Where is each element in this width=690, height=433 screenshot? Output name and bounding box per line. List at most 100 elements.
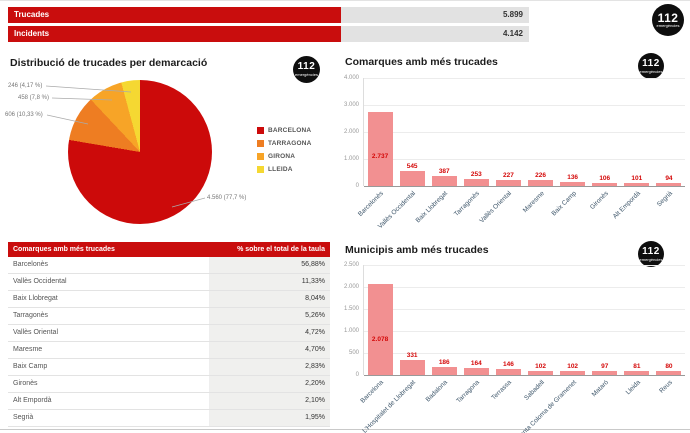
bar[interactable] <box>560 182 586 186</box>
logo-caption: emergències <box>656 22 680 28</box>
legend-item-girona[interactable]: GIRONA <box>257 153 312 160</box>
legend-label: BARCELONA <box>268 127 312 134</box>
comarques-chart-title: Comarques amb més trucades <box>345 56 498 68</box>
table-row: Vallès Oriental 4,72% <box>8 325 330 342</box>
pie-callout-tarragona: 606 (10,33 %) <box>5 112 43 118</box>
bar[interactable] <box>399 171 425 186</box>
gridline <box>364 131 685 133</box>
gridline <box>364 104 685 106</box>
table-row: Baix Camp 2,83% <box>8 359 330 376</box>
logo-caption: emergències <box>295 72 318 77</box>
legend-swatch <box>257 153 264 160</box>
pie-callout-barcelona: 4.560 (77,7 %) <box>207 195 247 201</box>
bar-value-label: 331 <box>406 352 418 360</box>
legend-item-tarragona[interactable]: TARRAGONA <box>257 140 312 147</box>
pie-section-title: Distribució de trucades per demarcació <box>10 57 208 69</box>
legend-label: TARRAGONA <box>268 140 312 147</box>
table-cell-percent: 5,26% <box>210 308 330 324</box>
bar[interactable] <box>399 360 425 375</box>
legend-label: LLEIDA <box>268 166 293 173</box>
table-cell-percent: 2,83% <box>210 359 330 375</box>
bar-value-label: 80 <box>665 363 673 371</box>
table-row: Tarragonès 5,26% <box>8 308 330 325</box>
stat-label-incidents: Incidents <box>8 26 341 42</box>
stat-value-incidents: 4.142 <box>341 26 529 42</box>
table-row: Baix Llobregat 8,04% <box>8 291 330 308</box>
bar-value-label: 136 <box>567 174 579 182</box>
gridline <box>364 77 685 79</box>
bar-value-label: 545 <box>406 163 418 171</box>
logo-number: 112 <box>642 57 660 69</box>
bar[interactable] <box>624 371 650 375</box>
table-row: Barcelonès 56,88% <box>8 257 330 274</box>
stat-label-trucades: Trucades <box>8 7 341 23</box>
comarques-table: Comarques amb més trucades % sobre el to… <box>8 242 330 427</box>
demarcacio-pie-chart[interactable] <box>68 80 212 224</box>
bar[interactable] <box>560 370 586 375</box>
bar[interactable] <box>528 370 554 375</box>
table-row: Maresme 4,70% <box>8 342 330 359</box>
bar[interactable] <box>656 183 682 186</box>
bar[interactable] <box>367 283 393 375</box>
legend-swatch <box>257 127 264 134</box>
table-row: Alt Empordà 2,10% <box>8 393 330 410</box>
bar-value-label: 2.737 <box>371 153 389 161</box>
bar[interactable] <box>495 179 521 186</box>
municipis-chart-title: Municipis amb més trucades <box>345 244 489 256</box>
bar[interactable] <box>495 368 521 375</box>
bar-value-label: 227 <box>503 171 514 179</box>
table-row: Vallès Occidental 11,33% <box>8 274 330 291</box>
bar-value-label: 102 <box>535 362 546 370</box>
bar-value-label: 94 <box>665 175 673 183</box>
bar[interactable] <box>431 175 457 186</box>
bottom-divider <box>0 429 690 430</box>
table-body: Barcelonès 56,88% Vallès Occidental 11,33% B… <box>8 257 330 427</box>
legend-item-barcelona[interactable]: BARCELONA <box>257 127 312 134</box>
table-cell-percent: 11,33% <box>210 274 330 290</box>
y-tick-label: 1.000 <box>343 328 359 334</box>
logo-number: 112 <box>642 245 660 257</box>
gridline <box>364 352 685 354</box>
table-header-comarques: Comarques amb més trucades <box>13 246 115 253</box>
bar-value-label: 106 <box>599 175 611 183</box>
table-cell-percent: 56,88% <box>210 257 330 273</box>
table-cell-comarca: Vallès Occidental <box>8 274 210 290</box>
y-tick-label: 2.000 <box>343 284 359 290</box>
bar-value-label: 101 <box>631 175 643 183</box>
y-tick-label: 3.000 <box>343 102 359 108</box>
emergencies-112-logo: 112 emergències <box>638 53 664 79</box>
table-cell-comarca: Maresme <box>8 342 210 358</box>
bar[interactable] <box>624 183 650 186</box>
bar-value-label: 81 <box>633 363 641 371</box>
table-cell-percent: 4,70% <box>210 342 330 358</box>
gridline <box>364 286 685 288</box>
bar[interactable] <box>656 371 682 375</box>
bar[interactable] <box>367 112 393 186</box>
bar[interactable] <box>592 370 618 375</box>
bar[interactable] <box>592 183 618 186</box>
table-cell-comarca: Baix Camp <box>8 359 210 375</box>
y-tick-label: 2.500 <box>343 262 359 268</box>
gridline <box>364 330 685 332</box>
table-row: Gironès 2,20% <box>8 376 330 393</box>
logo-number: 112 <box>657 10 679 25</box>
table-row: Segrià 1,95% <box>8 410 330 427</box>
bar-value-label: 146 <box>503 360 514 368</box>
table-cell-comarca: Vallès Oriental <box>8 325 210 341</box>
bar[interactable] <box>463 179 489 186</box>
legend-item-lleida[interactable]: LLEIDA <box>257 166 312 173</box>
table-header-row: Comarques amb més trucades % sobre el to… <box>8 242 330 257</box>
table-cell-comarca: Tarragonès <box>8 308 210 324</box>
bar-value-label: 253 <box>470 171 482 179</box>
pie-callout-girona: 458 (7,8 %) <box>18 95 50 101</box>
y-tick-label: 1.500 <box>343 306 359 312</box>
logo-caption: emergències <box>639 256 663 262</box>
bar-value-label: 387 <box>438 167 450 175</box>
bar[interactable] <box>463 367 489 375</box>
gridline <box>364 308 685 310</box>
y-tick-label: 0 <box>355 372 359 378</box>
bar[interactable] <box>528 179 554 186</box>
bar[interactable] <box>431 366 457 375</box>
table-cell-percent: 1,95% <box>210 410 330 426</box>
bar-value-label: 226 <box>535 171 546 179</box>
